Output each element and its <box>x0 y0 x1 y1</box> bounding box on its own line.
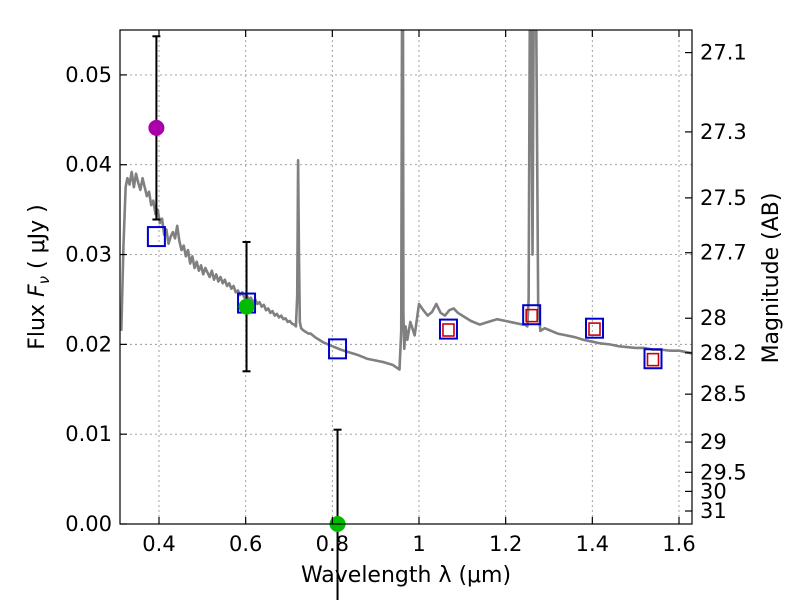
mag-tick-label: 28.2 <box>700 341 747 365</box>
x-tick-label: 0.6 <box>229 532 262 556</box>
model-flux-box <box>438 318 458 340</box>
model-flux-box <box>522 304 542 326</box>
y-label-subscript: ν <box>35 276 53 284</box>
series-layer <box>120 30 692 371</box>
model-flux-box <box>146 226 166 248</box>
ir-flux-point <box>646 352 660 367</box>
model-flux-box <box>643 348 663 370</box>
y-tick-label: 0.05 <box>65 63 112 87</box>
mag-tick-label: 27.5 <box>700 186 747 210</box>
mag-tick-label: 31 <box>700 499 727 523</box>
x-tick-label: 1.4 <box>576 532 609 556</box>
y-tick-label: 0.03 <box>65 243 112 267</box>
x-tick-label: 0.8 <box>316 532 349 556</box>
observed-flux-point <box>238 298 255 315</box>
model-flux-box <box>328 338 348 360</box>
mag-tick-label: 27.1 <box>700 41 747 65</box>
x-tick-label: 0.4 <box>142 532 175 556</box>
model-flux-box <box>585 317 604 339</box>
plot-frame <box>119 29 693 525</box>
y-label-suffix: ( μJy ) <box>25 204 50 276</box>
x-tick-label: 1.2 <box>489 532 522 556</box>
tick-marks <box>120 30 692 525</box>
mag-tick-label: 28.5 <box>700 382 747 406</box>
y-label-symbol: F <box>25 284 50 297</box>
points-layer <box>146 35 663 600</box>
y-tick-label: 0.00 <box>65 512 112 536</box>
ir-flux-point <box>525 308 538 323</box>
y-tick-label: 0.01 <box>65 422 112 446</box>
mag-tick-label: 27.7 <box>700 241 747 265</box>
x-axis-label: Wavelength λ (μm) <box>301 563 511 588</box>
mag-tick-label: 29 <box>700 430 727 454</box>
x-tick-label: 1 <box>412 532 425 556</box>
observed-flux-point <box>148 119 165 136</box>
y-tick-label: 0.02 <box>65 332 112 356</box>
mag-tick-label: 28 <box>700 306 727 330</box>
tick-labels: 0.4 0.6 0.8 1 1.2 1.4 1.6 0.00 0.01 0.02 0.03 0.04 0… <box>65 41 747 556</box>
sed-model-line <box>120 30 692 371</box>
ir-flux-point <box>588 322 601 336</box>
grid-lines <box>120 30 692 525</box>
x-tick-label: 1.6 <box>662 532 695 556</box>
ir-flux-point <box>442 323 455 337</box>
mag-tick-label: 30 <box>700 479 727 503</box>
y-axis-label: Flux Fν ( μJy ) <box>25 204 53 349</box>
y-tick-label: 0.04 <box>65 153 112 177</box>
y2-axis-label: Magnitude (AB) <box>759 193 784 364</box>
y-label-prefix: Flux <box>25 297 50 350</box>
mag-tick-label: 27.3 <box>700 120 747 144</box>
mag-tick-label: 29.5 <box>700 460 747 484</box>
